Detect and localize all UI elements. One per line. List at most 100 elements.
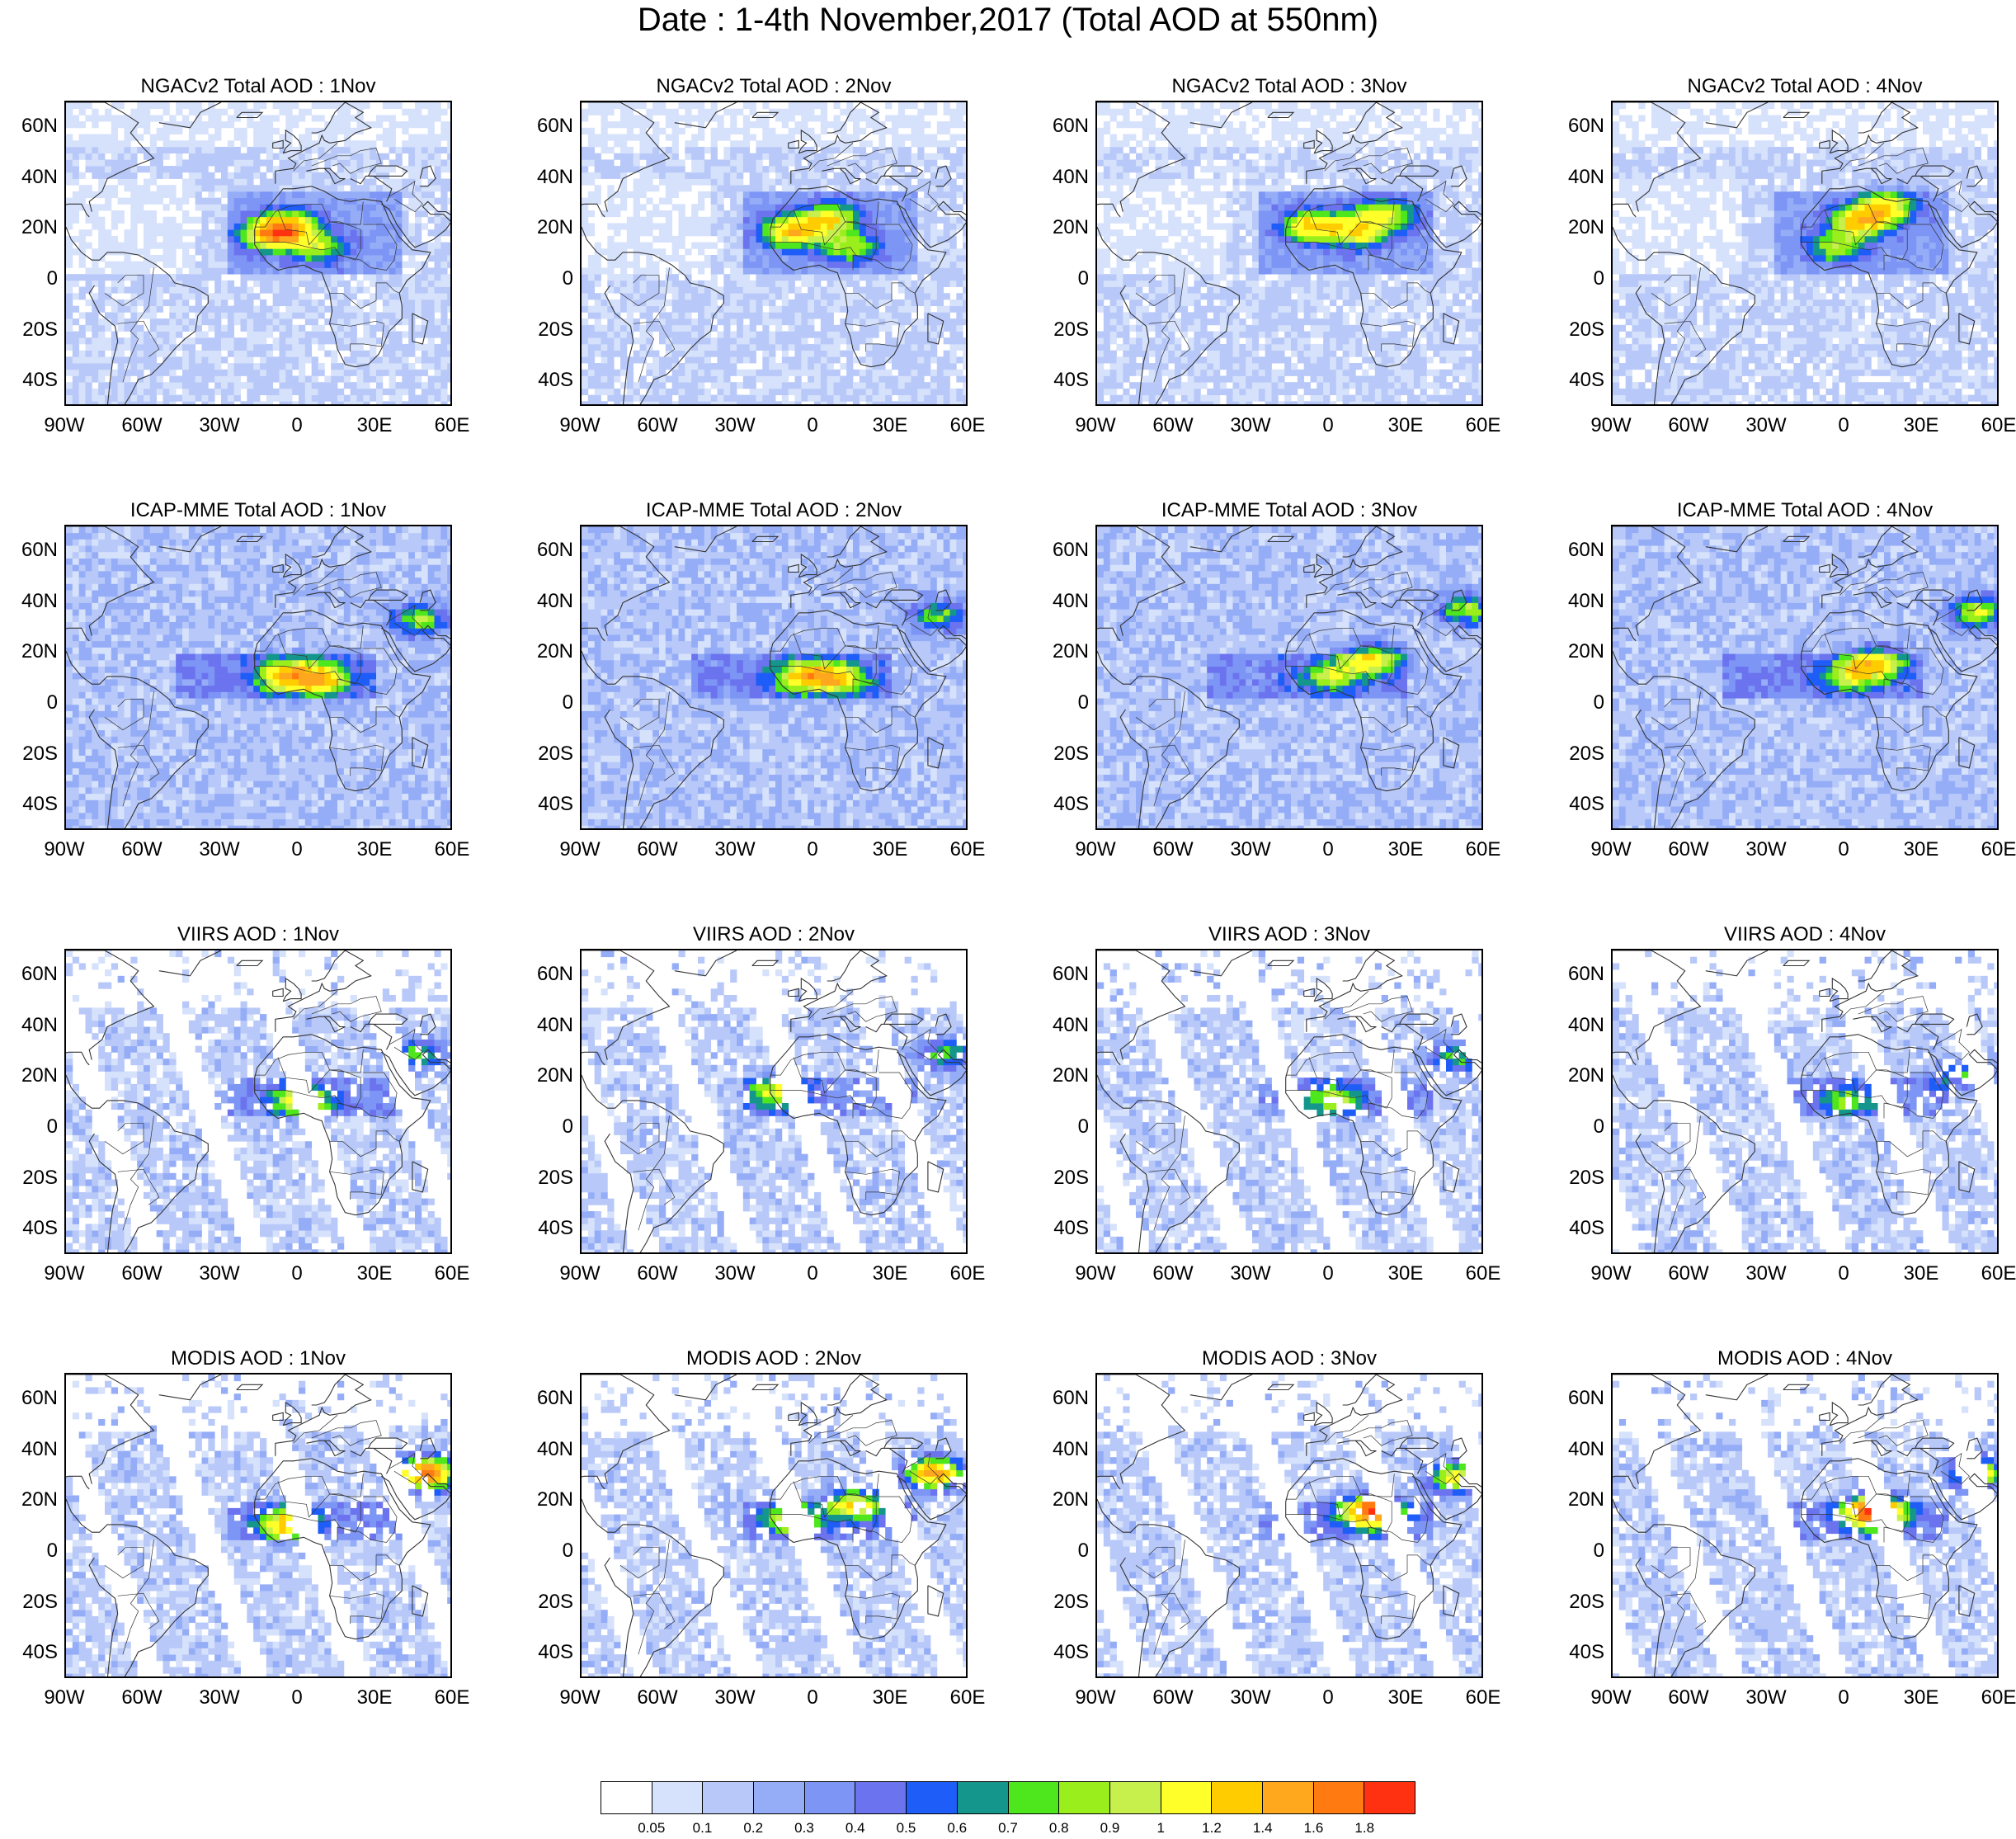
lat-tick-label: 0: [8, 692, 58, 713]
map-frame: [1611, 1373, 1999, 1678]
lat-tick-label: 20N: [8, 642, 58, 662]
lon-tick-label: 30W: [1733, 840, 1799, 860]
lon-tick-label: 60W: [624, 1264, 690, 1284]
aod-field: [582, 950, 966, 1252]
panel-title: ICAP-MME Total AOD : 2Nov: [580, 498, 968, 523]
coastlines: [66, 950, 450, 1252]
coastlines: [1613, 102, 1997, 404]
lon-tick-label: 60W: [624, 416, 690, 436]
map-panel: NGACv2 Total AOD : 3Nov: [1095, 74, 1483, 454]
aod-map: [1097, 102, 1481, 404]
colorbar-cell: [907, 1782, 958, 1813]
lon-tick-label: 60W: [1140, 840, 1206, 860]
panel-title: NGACv2 Total AOD : 3Nov: [1095, 74, 1483, 99]
lon-tick-label: 0: [780, 840, 845, 860]
lon-tick-label: 0: [780, 1688, 845, 1708]
map-panel: ICAP-MME Total AOD : 3Nov: [1095, 498, 1483, 878]
lon-tick-label: 30E: [1373, 1688, 1439, 1708]
map-frame: [580, 101, 968, 406]
aod-map: [582, 1375, 966, 1676]
colorbar-label: 0.7: [983, 1820, 1033, 1837]
lon-tick-label: 60W: [1140, 1688, 1206, 1708]
colorbar-label: 0.9: [1086, 1820, 1135, 1837]
lon-tick-label: 60W: [1140, 1264, 1206, 1284]
colorbar-label: 0.2: [728, 1820, 778, 1837]
lon-tick-label: 30E: [341, 416, 407, 436]
map-frame: [1095, 525, 1483, 830]
panel-title: MODIS AOD : 3Nov: [1095, 1346, 1483, 1371]
lon-tick-label: 30W: [1218, 1264, 1284, 1284]
map-panel: ICAP-MME Total AOD : 1Nov: [64, 498, 452, 878]
lat-tick-label: 20S: [524, 1167, 573, 1188]
map-panel: VIIRS AOD : 1Nov: [64, 922, 452, 1302]
aod-map: [1097, 950, 1481, 1252]
aod-field: [1097, 1375, 1481, 1676]
map-panel: ICAP-MME Total AOD : 2Nov: [580, 498, 968, 878]
lat-tick-label: 0: [1039, 692, 1089, 713]
aod-field: [1097, 526, 1481, 828]
colorbar-label: 0.3: [780, 1820, 829, 1837]
colorbar-label: 0.05: [627, 1820, 676, 1837]
lon-tick-label: 0: [1811, 416, 1877, 436]
panel-title: MODIS AOD : 2Nov: [580, 1346, 968, 1371]
lat-tick-label: 40S: [8, 1643, 58, 1662]
lon-tick-label: 60W: [1140, 416, 1206, 436]
lat-tick-label: 40S: [1555, 1219, 1604, 1238]
map-panel: VIIRS AOD : 4Nov: [1611, 922, 1999, 1302]
lon-tick-label: 60E: [935, 416, 1001, 436]
panel-title: VIIRS AOD : 4Nov: [1611, 922, 1999, 947]
lon-tick-label: 0: [780, 1264, 845, 1284]
lat-tick-label: 0: [524, 268, 573, 289]
panel-title: NGACv2 Total AOD : 4Nov: [1611, 74, 1999, 99]
figure-title: Date : 1-4th November,2017 (Total AOD at…: [0, 0, 2016, 40]
lat-tick-label: 20S: [1039, 319, 1089, 340]
aod-field: [1613, 526, 1997, 828]
lat-tick-label: 20S: [524, 319, 573, 340]
lat-tick-label: 20N: [8, 218, 58, 238]
lat-tick-label: 60N: [524, 964, 573, 984]
lon-tick-label: 30E: [1888, 416, 1954, 436]
lon-tick-label: 30W: [186, 1264, 252, 1284]
lat-tick-label: 20N: [524, 1066, 573, 1086]
aod-map: [582, 102, 966, 404]
map-panel: MODIS AOD : 2Nov: [580, 1346, 968, 1726]
map-frame: [1611, 525, 1999, 830]
lon-tick-label: 90W: [31, 840, 97, 860]
lon-tick-label: 60E: [419, 1264, 485, 1284]
colorbar: [601, 1781, 1415, 1814]
lon-tick-label: 30E: [1888, 1264, 1954, 1284]
aod-field: [582, 526, 966, 828]
lat-tick-label: 20N: [524, 1490, 573, 1510]
lat-tick-label: 60N: [8, 116, 58, 136]
lon-tick-label: 30W: [1218, 1688, 1284, 1708]
colorbar-label: 0.6: [932, 1820, 982, 1837]
map-frame: [1611, 101, 1999, 406]
aod-field: [1613, 102, 1997, 404]
panel-title: ICAP-MME Total AOD : 4Nov: [1611, 498, 1999, 523]
lon-tick-label: 90W: [547, 840, 613, 860]
lat-tick-label: 40N: [1555, 1015, 1604, 1035]
lat-tick-label: 40N: [8, 1439, 58, 1459]
lat-tick-label: 60N: [8, 964, 58, 984]
colorbar-cell: [754, 1782, 805, 1813]
lon-tick-label: 90W: [31, 416, 97, 436]
lat-tick-label: 60N: [524, 116, 573, 136]
lat-tick-label: 20N: [524, 642, 573, 662]
lon-tick-label: 0: [264, 416, 330, 436]
panel-title: VIIRS AOD : 1Nov: [64, 922, 452, 947]
lon-tick-label: 60W: [1656, 1264, 1722, 1284]
map-frame: [1095, 949, 1483, 1254]
map-frame: [64, 525, 452, 830]
colorbar-cell: [703, 1782, 755, 1813]
lat-tick-label: 20N: [1039, 1490, 1089, 1510]
lon-tick-label: 0: [780, 416, 845, 436]
lon-tick-label: 0: [264, 1264, 330, 1284]
map-panel: MODIS AOD : 4Nov: [1611, 1346, 1999, 1726]
map-frame: [1095, 1373, 1483, 1678]
lat-tick-label: 20S: [1039, 743, 1089, 764]
lon-tick-label: 30E: [341, 1264, 407, 1284]
lon-tick-label: 0: [1295, 416, 1361, 436]
lon-tick-label: 30W: [1733, 1264, 1799, 1284]
lat-tick-label: 0: [524, 1116, 573, 1137]
colorbar-label: 0.4: [831, 1820, 880, 1837]
